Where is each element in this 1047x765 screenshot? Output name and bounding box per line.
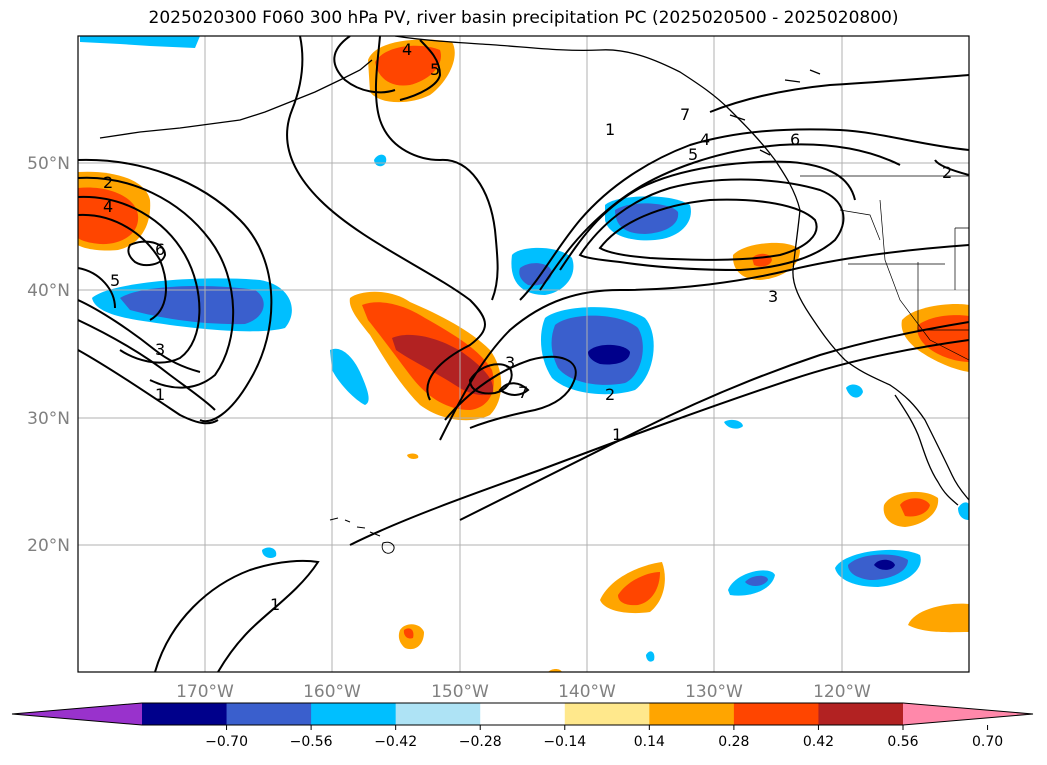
precip-blob bbox=[874, 559, 895, 570]
pv-contour-labels: 1 1 1 1 2 2 2 3 3 3 4 4 4 5 5 5 6 6 7 7 bbox=[103, 40, 952, 614]
colorbar: −0.70 −0.56 −0.42 −0.28 −0.14 0.14 0.28 0.42 0.5… bbox=[11, 702, 1034, 750]
colorbar-segment bbox=[226, 703, 312, 725]
lon-label: 160°W bbox=[303, 682, 361, 702]
precip-blob bbox=[900, 498, 930, 517]
colorbar-outline bbox=[11, 702, 1034, 726]
colorbar-segment bbox=[564, 703, 650, 725]
lat-label: 20°N bbox=[27, 536, 70, 556]
colorbar-tick-label: −0.28 bbox=[459, 734, 502, 750]
precip-blob bbox=[958, 502, 969, 520]
contour-label: 4 bbox=[402, 40, 412, 59]
colorbar-segment bbox=[733, 703, 819, 725]
lat-label: 30°N bbox=[27, 409, 70, 429]
precip-blob bbox=[917, 315, 969, 362]
colorbar-tick-label: −0.14 bbox=[543, 734, 586, 750]
precip-blob bbox=[908, 603, 969, 633]
contour-label: 1 bbox=[270, 595, 280, 614]
precip-blob bbox=[407, 453, 419, 459]
colorbar-segment bbox=[395, 703, 481, 725]
colorbar-tick-label: 0.42 bbox=[803, 734, 834, 750]
colorbar-extend-low bbox=[12, 703, 142, 725]
lat-labels: 50°N 40°N 30°N 20°N bbox=[27, 154, 70, 556]
precip-blob bbox=[375, 45, 441, 86]
colorbar-segment bbox=[649, 703, 735, 725]
precip-blob bbox=[846, 384, 863, 398]
contour-label: 2 bbox=[605, 385, 615, 404]
contour-label: 7 bbox=[680, 105, 690, 124]
colorbar-tick-label: −0.70 bbox=[205, 734, 248, 750]
precip-blob bbox=[80, 36, 200, 48]
colorbar-tick-label: 0.28 bbox=[718, 734, 749, 750]
map-frame bbox=[77, 35, 970, 673]
pv-contours bbox=[78, 36, 969, 672]
colorbar-tick-label: 0.70 bbox=[972, 734, 1003, 750]
precip-blob bbox=[588, 344, 630, 365]
colorbar-segment bbox=[142, 703, 228, 725]
precip-blob bbox=[330, 348, 369, 405]
precip-blob bbox=[724, 419, 743, 429]
contour-label: 1 bbox=[612, 425, 622, 444]
precip-blob bbox=[262, 547, 277, 558]
precip-blob bbox=[618, 572, 660, 606]
lon-labels: 170°W 160°W 150°W 140°W 130°W 120°W bbox=[176, 682, 871, 702]
contour-label: 1 bbox=[155, 385, 165, 404]
lon-label: 140°W bbox=[558, 682, 616, 702]
precip-blob bbox=[392, 334, 494, 396]
contour-label: 5 bbox=[688, 145, 698, 164]
colorbar-segment bbox=[480, 703, 566, 725]
precip-blob bbox=[403, 628, 414, 639]
borders bbox=[800, 175, 969, 361]
colorbar-extend-high bbox=[903, 703, 1033, 725]
contour-label: 5 bbox=[110, 271, 120, 290]
precip-blob bbox=[78, 187, 139, 245]
contour-label: 3 bbox=[768, 287, 778, 306]
precip-blob bbox=[615, 203, 679, 234]
lat-label: 50°N bbox=[27, 154, 70, 174]
lat-label: 40°N bbox=[27, 281, 70, 301]
hawaii-islands bbox=[329, 517, 395, 554]
map-background bbox=[78, 36, 969, 672]
contour-label: 4 bbox=[700, 130, 710, 149]
precip-blob bbox=[548, 669, 562, 672]
lon-label: 170°W bbox=[176, 682, 234, 702]
colorbar-tick-label: 0.56 bbox=[887, 734, 918, 750]
contour-label: 2 bbox=[103, 173, 113, 192]
colorbar-tick-label: 0.14 bbox=[634, 734, 665, 750]
colorbar-tick-label: −0.56 bbox=[290, 734, 333, 750]
precip-blob bbox=[745, 575, 768, 586]
coastlines bbox=[99, 36, 969, 506]
colorbar-segment bbox=[311, 703, 397, 725]
contour-label: 4 bbox=[103, 197, 113, 216]
contour-label: 7 bbox=[518, 383, 528, 402]
contour-label: 3 bbox=[155, 340, 165, 359]
colorbar-segment bbox=[818, 703, 904, 725]
contour-label: 5 bbox=[430, 60, 440, 79]
contour-label: 2 bbox=[942, 163, 952, 182]
precip-blob bbox=[646, 651, 655, 662]
contour-label: 6 bbox=[790, 130, 800, 149]
gridlines bbox=[78, 36, 969, 672]
lon-label: 120°W bbox=[813, 682, 871, 702]
map-title: 2025020300 F060 300 hPa PV, river basin … bbox=[148, 8, 899, 28]
lon-label: 150°W bbox=[431, 682, 489, 702]
contour-label: 6 bbox=[155, 240, 165, 259]
contour-label: 3 bbox=[505, 353, 515, 372]
lon-label: 130°W bbox=[685, 682, 743, 702]
colorbar-tick-label: −0.42 bbox=[374, 734, 417, 750]
contour-label: 1 bbox=[605, 120, 615, 139]
